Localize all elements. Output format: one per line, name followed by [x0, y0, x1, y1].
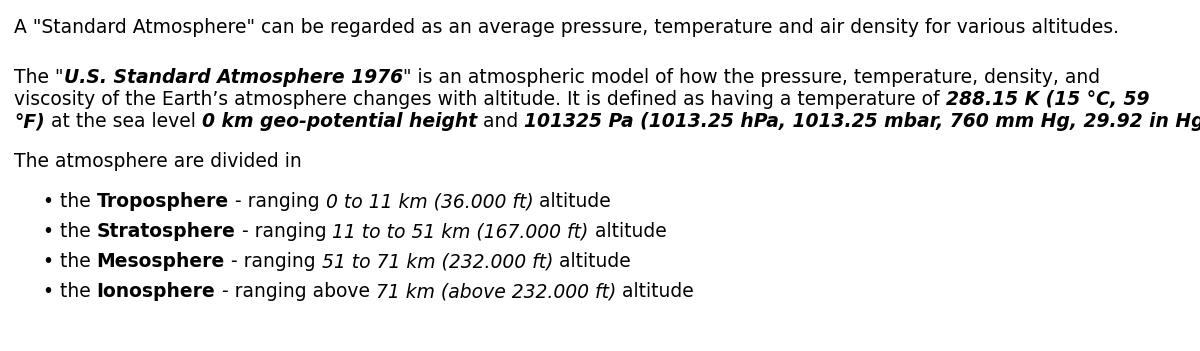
Text: the: the	[60, 282, 97, 301]
Text: 71 km (above 232.000 ft): 71 km (above 232.000 ft)	[376, 282, 616, 301]
Text: - ranging: - ranging	[226, 252, 322, 271]
Text: altitude: altitude	[553, 252, 631, 271]
Text: the: the	[60, 222, 97, 241]
Text: altitude: altitude	[616, 282, 694, 301]
Text: U.S. Standard Atmosphere 1976: U.S. Standard Atmosphere 1976	[64, 68, 403, 87]
Text: 11 to to 51 km (167.000 ft): 11 to to 51 km (167.000 ft)	[332, 222, 589, 241]
Text: the: the	[60, 252, 97, 271]
Text: viscosity of the Earth’s atmosphere changes with altitude. It is defined as havi: viscosity of the Earth’s atmosphere chan…	[14, 90, 946, 109]
Text: A "Standard Atmosphere" can be regarded as an average pressure, temperature and : A "Standard Atmosphere" can be regarded …	[14, 18, 1120, 37]
Text: - ranging above: - ranging above	[216, 282, 376, 301]
Text: The atmosphere are divided in: The atmosphere are divided in	[14, 152, 301, 171]
Text: 0 km geo-potential height: 0 km geo-potential height	[202, 112, 476, 131]
Text: at the sea level: at the sea level	[44, 112, 202, 131]
Text: Mesosphere: Mesosphere	[97, 252, 226, 271]
Text: •: •	[42, 252, 53, 271]
Text: the: the	[60, 192, 97, 211]
Text: " is an atmospheric model of how the pressure, temperature, density, and: " is an atmospheric model of how the pre…	[403, 68, 1099, 87]
Text: Troposphere: Troposphere	[97, 192, 229, 211]
Text: - ranging: - ranging	[229, 192, 325, 211]
Text: 0 to 11 km (36.000 ft): 0 to 11 km (36.000 ft)	[325, 192, 533, 211]
Text: °F): °F)	[14, 112, 44, 131]
Text: The ": The "	[14, 68, 64, 87]
Text: Stratosphere: Stratosphere	[97, 222, 235, 241]
Text: Ionosphere: Ionosphere	[97, 282, 216, 301]
Text: 288.15 K (15 °C, 59: 288.15 K (15 °C, 59	[946, 90, 1150, 109]
Text: - ranging: - ranging	[235, 222, 332, 241]
Text: and: and	[476, 112, 524, 131]
Text: altitude: altitude	[533, 192, 611, 211]
Text: altitude: altitude	[589, 222, 666, 241]
Text: •: •	[42, 192, 53, 211]
Text: 101325 Pa (1013.25 hPa, 1013.25 mbar, 760 mm Hg, 29.92 in Hg).: 101325 Pa (1013.25 hPa, 1013.25 mbar, 76…	[524, 112, 1200, 131]
Text: 51 to 71 km (232.000 ft): 51 to 71 km (232.000 ft)	[322, 252, 553, 271]
Text: •: •	[42, 282, 53, 301]
Text: •: •	[42, 222, 53, 241]
